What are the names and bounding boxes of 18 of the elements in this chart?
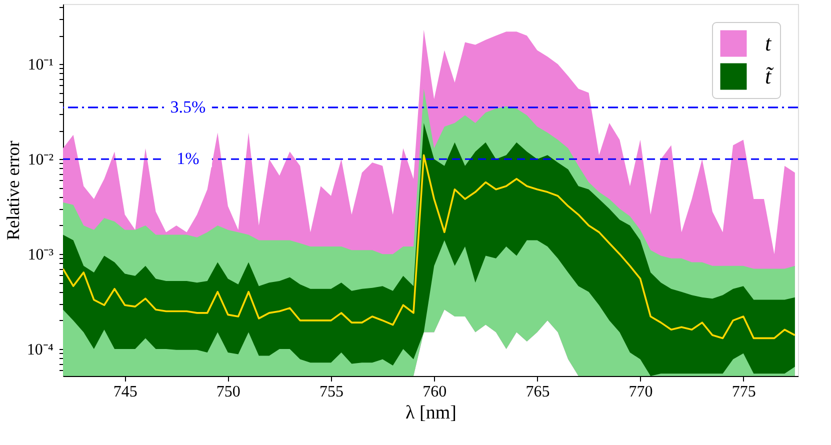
ref-line-label: 1% [176,149,200,168]
x-tick-label: 770 [628,384,653,400]
x-tick-label: 750 [216,384,240,400]
x-tick-label: 765 [526,384,550,400]
y-tick-label: 10⁻² [28,152,54,169]
y-tick-label: 10⁻³ [28,246,54,264]
y-tick-label: 10⁻¹ [28,56,54,74]
legend-label: t̃ [765,64,774,88]
x-axis-title: λ [nm] [406,402,456,424]
y-tick-label: 10⁻⁴ [26,342,54,359]
legend-label: t [765,30,772,56]
y-axis-title: Relative error [2,140,23,240]
x-tick-label: 745 [113,384,138,400]
line-series [63,154,796,340]
x-tick-label: 760 [422,384,447,400]
ref-line-label: 3.5% [170,97,206,116]
x-tick-label: 755 [320,384,344,400]
x-tick-label: 775 [732,384,756,400]
